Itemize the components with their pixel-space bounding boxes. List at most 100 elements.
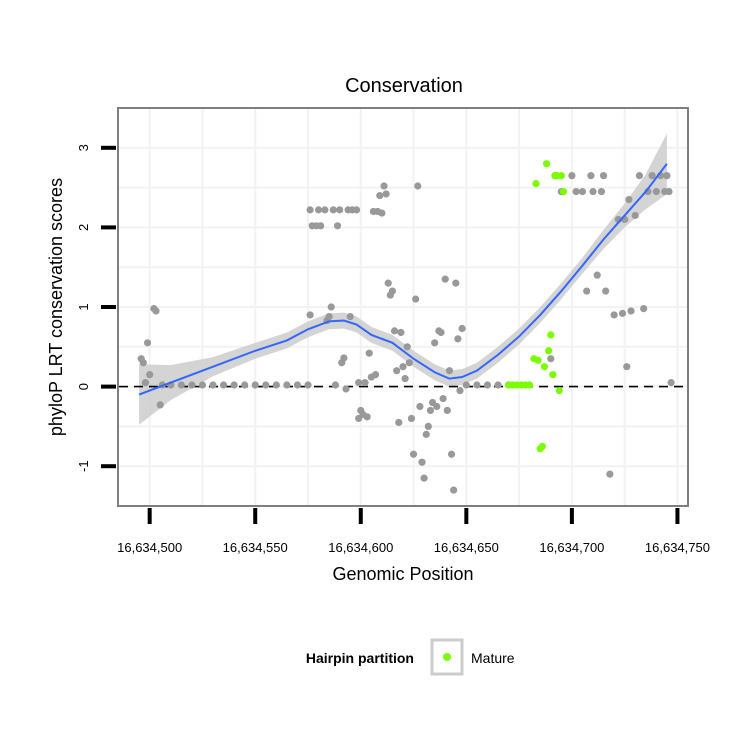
- point-other: [378, 209, 386, 217]
- point-other: [422, 430, 430, 438]
- point-other: [599, 172, 608, 180]
- point-other: [458, 324, 466, 333]
- y-tick-label: 0: [76, 383, 91, 390]
- point-other: [439, 394, 447, 403]
- point-other: [414, 182, 422, 190]
- point-other: [314, 206, 323, 214]
- point-other: [420, 474, 428, 482]
- point-other: [606, 470, 614, 478]
- point-other: [597, 187, 606, 196]
- point-other: [393, 367, 401, 375]
- point-other: [602, 287, 610, 295]
- point-other: [321, 206, 329, 214]
- point-other: [416, 402, 424, 411]
- chart-title: Conservation: [345, 75, 463, 97]
- legend: Hairpin partition Mature: [306, 638, 515, 676]
- point-mature: [547, 331, 555, 339]
- point-mature: [555, 386, 563, 395]
- x-tick-label: 16,634,550: [223, 540, 288, 555]
- point-other: [333, 222, 342, 230]
- point-other: [578, 187, 587, 196]
- point-mature: [545, 347, 553, 355]
- point-mature: [538, 442, 546, 450]
- point-other: [382, 190, 390, 198]
- point-other: [141, 379, 150, 387]
- point-other: [424, 422, 432, 430]
- x-tick-label: 16,634,700: [539, 540, 604, 555]
- point-mature: [559, 187, 568, 196]
- point-other: [376, 191, 384, 200]
- smooth-line: [138, 163, 668, 396]
- y-tick-label: 1: [76, 303, 91, 310]
- point-other: [593, 271, 601, 279]
- point-other: [627, 307, 635, 315]
- legend-title: Hairpin partition: [306, 650, 414, 666]
- point-other: [395, 418, 403, 427]
- point-other: [625, 195, 633, 204]
- point-other: [418, 458, 426, 466]
- point-other: [456, 386, 464, 395]
- point-other: [388, 287, 397, 295]
- point-other: [346, 312, 354, 321]
- point-other: [663, 172, 671, 180]
- point-other: [473, 381, 481, 389]
- point-other: [340, 354, 348, 362]
- legend-key-box: [430, 638, 464, 676]
- point-other: [589, 187, 597, 196]
- x-axis: 16,634,500 16,634,550 16,634,600 16,634,650…: [117, 508, 710, 555]
- point-other: [610, 311, 618, 319]
- point-other: [361, 379, 369, 387]
- point-other: [426, 406, 435, 415]
- point-other: [342, 385, 350, 393]
- point-other: [336, 206, 344, 214]
- point-other: [623, 363, 631, 371]
- smooth-fit-line: [138, 163, 668, 396]
- x-tick-label: 16,634,600: [328, 540, 393, 555]
- point-other: [143, 339, 152, 347]
- point-other: [454, 335, 462, 343]
- point-other: [652, 187, 660, 196]
- point-other: [390, 327, 399, 335]
- point-other: [407, 414, 416, 423]
- point-other: [648, 172, 656, 180]
- point-other: [587, 172, 595, 180]
- point-other: [306, 206, 314, 214]
- point-other: [177, 381, 185, 389]
- point-other: [437, 328, 445, 337]
- point-other: [450, 486, 458, 494]
- point-other: [640, 304, 648, 313]
- y-tick-label: 3: [76, 144, 91, 151]
- point-other: [494, 381, 502, 389]
- point-other: [198, 381, 207, 389]
- point-mature: [532, 180, 540, 188]
- point-other: [583, 287, 591, 295]
- point-other: [146, 371, 154, 379]
- point-other: [431, 339, 439, 347]
- point-other: [365, 349, 373, 357]
- point-other: [441, 275, 449, 283]
- point-other: [219, 381, 228, 389]
- point-other: [230, 381, 238, 389]
- point-other: [355, 379, 363, 387]
- point-mature: [540, 363, 549, 371]
- point-other: [452, 279, 460, 287]
- point-other: [665, 187, 673, 196]
- point-other: [317, 222, 325, 230]
- point-other: [433, 402, 441, 411]
- point-other: [272, 381, 280, 389]
- point-other: [401, 375, 409, 383]
- point-other: [409, 450, 418, 458]
- point-mature: [534, 356, 542, 364]
- point-other: [397, 328, 405, 337]
- point-other: [618, 309, 627, 317]
- point-other: [209, 381, 217, 389]
- point-other: [188, 381, 196, 389]
- x-tick-label: 16,634,750: [645, 540, 710, 555]
- x-tick-label: 16,634,650: [434, 540, 499, 555]
- legend-mature-swatch: [443, 653, 451, 661]
- point-other: [293, 381, 302, 389]
- point-other: [363, 413, 371, 421]
- point-other: [139, 359, 147, 367]
- point-other: [325, 312, 333, 321]
